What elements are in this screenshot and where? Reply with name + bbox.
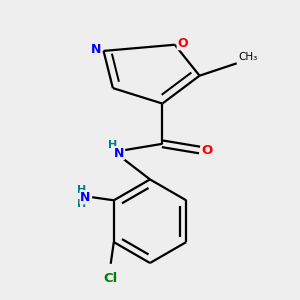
Text: N: N	[91, 43, 101, 56]
Text: Cl: Cl	[103, 272, 118, 284]
Text: O: O	[177, 37, 188, 50]
Text: N: N	[80, 191, 91, 204]
Text: O: O	[202, 143, 213, 157]
Text: N: N	[114, 147, 124, 160]
Text: CH₃: CH₃	[238, 52, 257, 62]
Text: H: H	[108, 140, 118, 150]
Text: H: H	[77, 185, 86, 195]
Text: H: H	[77, 199, 86, 209]
